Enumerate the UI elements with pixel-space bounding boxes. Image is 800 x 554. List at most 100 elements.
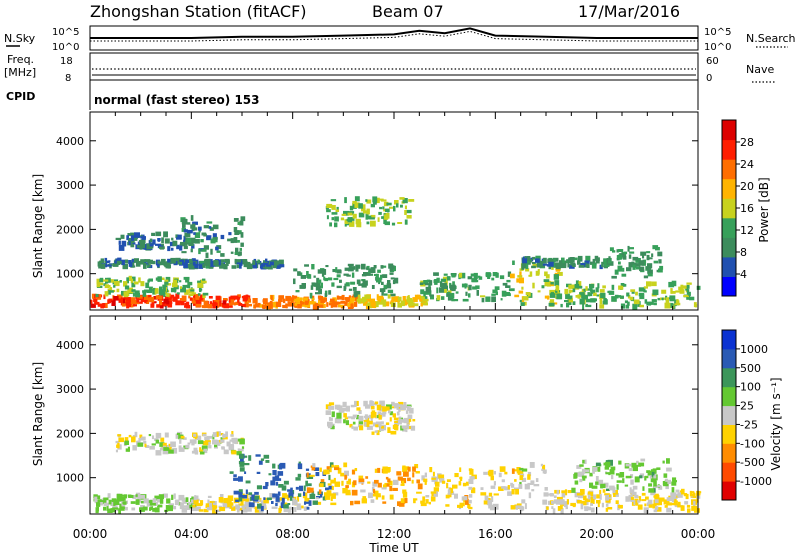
heatmap-cell (652, 468, 657, 474)
heatmap-cell (142, 506, 148, 511)
heatmap-cell (203, 225, 210, 229)
heatmap-cell (238, 491, 243, 498)
heatmap-cell (282, 493, 287, 499)
heatmap-cell (220, 253, 225, 257)
heatmap-cell (607, 507, 613, 510)
heatmap-cell (602, 285, 606, 289)
heatmap-cell (463, 496, 468, 501)
heatmap-cell (310, 487, 314, 493)
heatmap-cell (257, 259, 260, 263)
heatmap-cell (237, 222, 241, 225)
heatmap-cell (270, 295, 273, 301)
heatmap-cell (571, 487, 576, 493)
heatmap-cell (481, 297, 485, 303)
heatmap-cell (400, 498, 406, 503)
heatmap-cell (306, 472, 309, 478)
heatmap-cell (365, 267, 368, 270)
heatmap-cell (665, 483, 669, 490)
heatmap-cell (406, 406, 410, 412)
heatmap-cell (121, 303, 126, 307)
heatmap-cell (158, 494, 164, 500)
heatmap-cell (377, 269, 381, 273)
heatmap-cell (139, 242, 146, 249)
heatmap-cell (414, 303, 419, 307)
heatmap-cell (582, 459, 586, 464)
heatmap-cell (544, 280, 550, 287)
heatmap-cell (258, 460, 263, 465)
heatmap-cell (140, 239, 146, 244)
heatmap-cell (594, 255, 599, 261)
heatmap-cell (383, 301, 390, 307)
heatmap-cell (434, 279, 438, 285)
heatmap-cell (330, 199, 337, 202)
heatmap-cell (107, 508, 113, 513)
heatmap-cell (412, 466, 416, 472)
heatmap-cell (364, 301, 368, 305)
heatmap-cell (393, 479, 399, 485)
heatmap-cell (469, 494, 473, 498)
heatmap-cell (258, 304, 265, 308)
heatmap-cell (694, 507, 699, 512)
colorbar-segment (722, 139, 736, 160)
heatmap-cell (122, 263, 128, 270)
heatmap-cell (245, 261, 251, 266)
heatmap-cell (404, 205, 407, 210)
heatmap-cell (336, 412, 342, 419)
heatmap-cell (631, 291, 635, 294)
heatmap-cell (653, 260, 658, 264)
heatmap-cell (310, 285, 314, 290)
heatmap-cell (614, 269, 619, 275)
heatmap-cell (162, 442, 167, 449)
heatmap-cell (131, 282, 136, 288)
heatmap-cell (140, 296, 146, 303)
heatmap-cell (380, 412, 383, 415)
heatmap-cell (613, 492, 616, 497)
heatmap-cell (625, 496, 630, 502)
heatmap-cell (502, 282, 508, 286)
heatmap-cell (166, 293, 170, 297)
heatmap-cell (282, 304, 287, 309)
heatmap-cell (589, 286, 593, 292)
heatmap-cell (306, 487, 311, 494)
heatmap-cell (96, 282, 101, 288)
heatmap-cell (653, 475, 657, 479)
heatmap-cell (577, 260, 581, 265)
heatmap-cell (342, 488, 348, 494)
heatmap-cell (219, 494, 224, 497)
heatmap-cell (337, 467, 342, 474)
heatmap-cell (549, 493, 554, 497)
heatmap-cell (599, 489, 602, 495)
heatmap-cell (191, 508, 198, 512)
heatmap-cell (262, 485, 268, 490)
heatmap-cell (289, 490, 295, 495)
heatmap-cell (190, 215, 194, 221)
heatmap-cell (580, 503, 584, 510)
heatmap-cell (123, 494, 128, 499)
heatmap-cell (444, 278, 448, 285)
heatmap-cell (328, 290, 332, 295)
heatmap-cell (309, 493, 316, 499)
heatmap-cell (488, 473, 492, 477)
heatmap-cell (407, 417, 412, 422)
heatmap-cell (439, 281, 443, 287)
cpid-text: normal (fast stereo) 153 (94, 93, 260, 107)
heatmap-cell (244, 471, 247, 474)
heatmap-cell (624, 484, 629, 487)
heatmap-cell (235, 499, 240, 503)
heatmap-cell (141, 436, 146, 441)
heatmap-cell (580, 489, 585, 495)
heatmap-cell (385, 406, 390, 411)
heatmap-cell (486, 499, 492, 506)
heatmap-cell (239, 453, 244, 459)
heatmap-cell (263, 497, 266, 500)
heatmap-cell (164, 238, 170, 244)
heatmap-cell (639, 304, 644, 308)
heatmap-cell (253, 506, 258, 509)
heatmap-cell (187, 263, 190, 268)
heatmap-cell (134, 232, 140, 238)
heatmap-cell (462, 298, 469, 302)
heatmap-cell (641, 492, 646, 496)
heatmap-cell (104, 257, 108, 264)
heatmap-cell (590, 499, 595, 504)
